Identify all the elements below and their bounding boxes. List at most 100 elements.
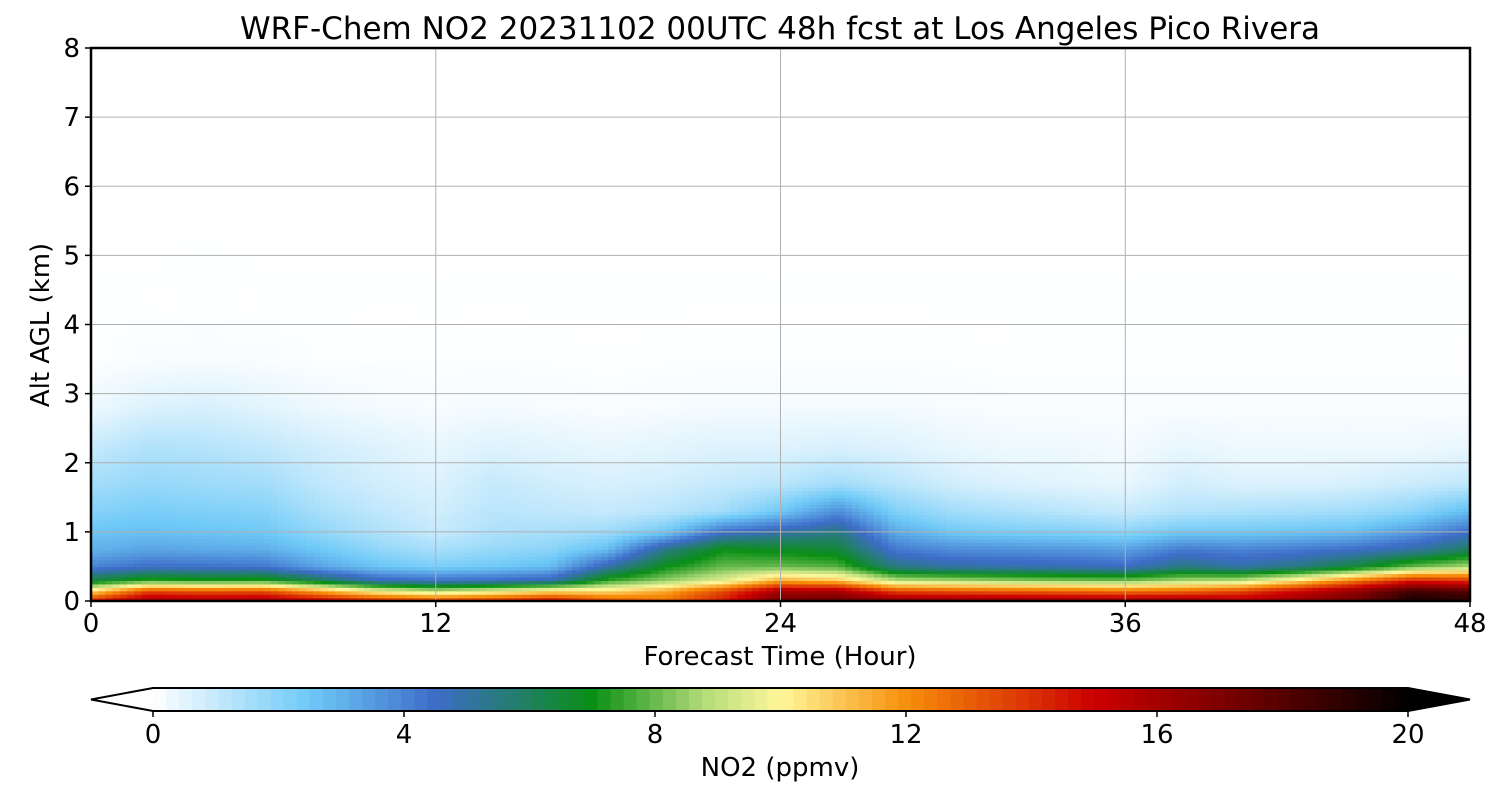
heatmap-cell <box>830 590 839 595</box>
heatmap-cell <box>227 566 236 571</box>
heatmap-cell <box>787 573 796 578</box>
heatmap-cell <box>263 545 272 550</box>
heatmap-cell <box>1003 545 1012 550</box>
heatmap-cell <box>119 569 128 575</box>
heatmap-cell <box>701 556 710 561</box>
heatmap-cell <box>234 556 243 561</box>
heatmap-cell <box>543 580 552 585</box>
heatmap-cell <box>141 549 150 554</box>
heatmap-cell <box>916 569 925 575</box>
heatmap-cell <box>730 576 739 581</box>
heatmap-cell <box>687 562 696 568</box>
heatmap-cell <box>737 590 746 595</box>
heatmap-cell <box>450 552 458 557</box>
heatmap-cell <box>328 538 336 543</box>
heatmap-cell <box>952 552 961 557</box>
heatmap-cell <box>816 562 825 568</box>
heatmap-cell <box>435 573 444 578</box>
heatmap-cell <box>148 549 157 554</box>
heatmap-cell <box>636 573 645 578</box>
heatmap-cell <box>1204 597 1213 601</box>
heatmap-cell <box>1319 542 1328 547</box>
heatmap-cell <box>241 569 250 575</box>
heatmap-cell <box>1333 590 1342 595</box>
heatmap-cell <box>514 597 523 601</box>
heatmap-cell <box>385 566 394 571</box>
heatmap-cell <box>543 597 552 601</box>
heatmap-cell <box>593 556 602 561</box>
heatmap-cell <box>1110 594 1119 599</box>
heatmap-cell <box>1290 566 1299 571</box>
heatmap-cell <box>98 594 107 599</box>
heatmap-cell <box>263 569 272 575</box>
heatmap-cell <box>313 538 322 543</box>
heatmap-cell <box>629 590 638 595</box>
heatmap-cell <box>1340 556 1349 561</box>
heatmap-cell <box>500 552 509 557</box>
heatmap-cell <box>1046 576 1055 581</box>
heatmap-cell <box>1175 597 1184 601</box>
heatmap-cell <box>1376 569 1385 575</box>
heatmap-cell <box>256 583 265 588</box>
heatmap-cell <box>758 587 767 592</box>
heatmap-cell <box>557 549 566 554</box>
heatmap-cell <box>665 580 674 585</box>
heatmap-cell <box>938 583 947 588</box>
heatmap-cell <box>205 542 214 547</box>
heatmap-cell <box>1175 552 1184 557</box>
heatmap-cell <box>916 562 925 568</box>
heatmap-cell <box>737 562 746 568</box>
heatmap-cell <box>967 562 976 568</box>
heatmap-cell <box>1139 594 1148 599</box>
heatmap-cell <box>557 552 566 557</box>
heatmap-cell <box>529 597 537 601</box>
heatmap-cell <box>1067 594 1076 599</box>
heatmap-cell <box>500 542 509 547</box>
heatmap-cell <box>1268 545 1277 550</box>
heatmap-cell <box>227 545 236 550</box>
heatmap-cell <box>134 587 142 592</box>
heatmap-cell <box>873 566 882 571</box>
heatmap-cell <box>723 576 731 581</box>
heatmap-cell <box>270 573 279 578</box>
heatmap-cell <box>385 576 394 581</box>
heatmap-cell <box>1139 597 1148 601</box>
heatmap-cell <box>1455 542 1464 547</box>
heatmap-cell <box>392 552 401 557</box>
heatmap-cell <box>306 556 315 561</box>
heatmap-cell <box>888 556 897 561</box>
heatmap-cell <box>859 576 868 581</box>
heatmap-cell <box>1161 597 1170 601</box>
heatmap-cell <box>1283 559 1292 564</box>
heatmap-cell <box>572 552 581 557</box>
heatmap-cell <box>600 562 609 568</box>
heatmap-cell <box>1110 549 1119 554</box>
heatmap-cell <box>256 545 265 550</box>
heatmap-cell <box>1024 556 1033 561</box>
heatmap-cell <box>213 549 221 554</box>
heatmap-cell <box>1405 549 1414 554</box>
heatmap-cell <box>1182 559 1191 564</box>
heatmap-cell <box>471 552 480 557</box>
heatmap-cell <box>1290 594 1299 599</box>
heatmap-cell <box>608 576 617 581</box>
heatmap-cell <box>1412 552 1421 557</box>
heatmap-cell <box>1153 583 1162 588</box>
heatmap-cell <box>1197 562 1205 568</box>
heatmap-cell <box>902 594 911 599</box>
heatmap-cell <box>256 576 265 581</box>
heatmap-cell <box>198 573 207 578</box>
heatmap-cell <box>263 590 272 595</box>
heatmap-cell <box>112 594 121 599</box>
heatmap-cell <box>852 542 861 547</box>
heatmap-cell <box>909 580 918 585</box>
heatmap-cell <box>421 576 430 581</box>
heatmap-cell <box>1146 549 1155 554</box>
heatmap-cell <box>342 545 351 550</box>
heatmap-cell <box>881 580 889 585</box>
heatmap-cell <box>579 566 588 571</box>
heatmap-cell <box>1355 559 1363 564</box>
heatmap-cell <box>536 580 545 585</box>
heatmap-cell <box>1362 562 1371 568</box>
heatmap-cell <box>665 538 674 543</box>
